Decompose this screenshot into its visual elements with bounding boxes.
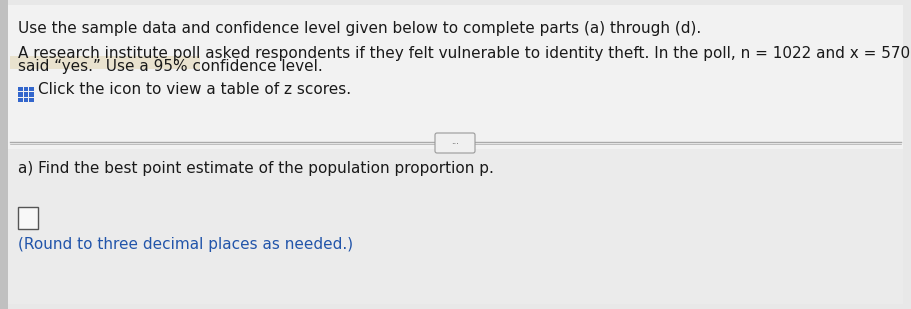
Bar: [29, 98, 34, 102]
Text: A research institute poll asked respondents if they felt vulnerable to identity : A research institute poll asked responde…: [18, 46, 911, 61]
Polygon shape: [10, 56, 200, 69]
Bar: [24, 92, 28, 97]
FancyBboxPatch shape: [435, 133, 475, 153]
Bar: [18, 98, 23, 102]
Text: (Round to three decimal places as needed.): (Round to three decimal places as needed…: [18, 237, 353, 252]
Bar: [24, 98, 28, 102]
Text: said “yes.” Use a 95% confidence level.: said “yes.” Use a 95% confidence level.: [18, 59, 322, 74]
Bar: [29, 87, 34, 91]
Bar: [18, 207, 38, 229]
Text: Use the sample data and confidence level given below to complete parts (a) throu: Use the sample data and confidence level…: [18, 21, 701, 36]
Bar: [18, 87, 23, 91]
Bar: [0, 0, 8, 309]
Text: Click the icon to view a table of z scores.: Click the icon to view a table of z scor…: [38, 82, 351, 97]
Text: ...: ...: [451, 138, 459, 146]
Bar: [8, 149, 903, 304]
Bar: [29, 92, 34, 97]
Bar: [24, 87, 28, 91]
Text: a) Find the best point estimate of the population proportion p.: a) Find the best point estimate of the p…: [18, 161, 494, 176]
Bar: [18, 92, 23, 97]
